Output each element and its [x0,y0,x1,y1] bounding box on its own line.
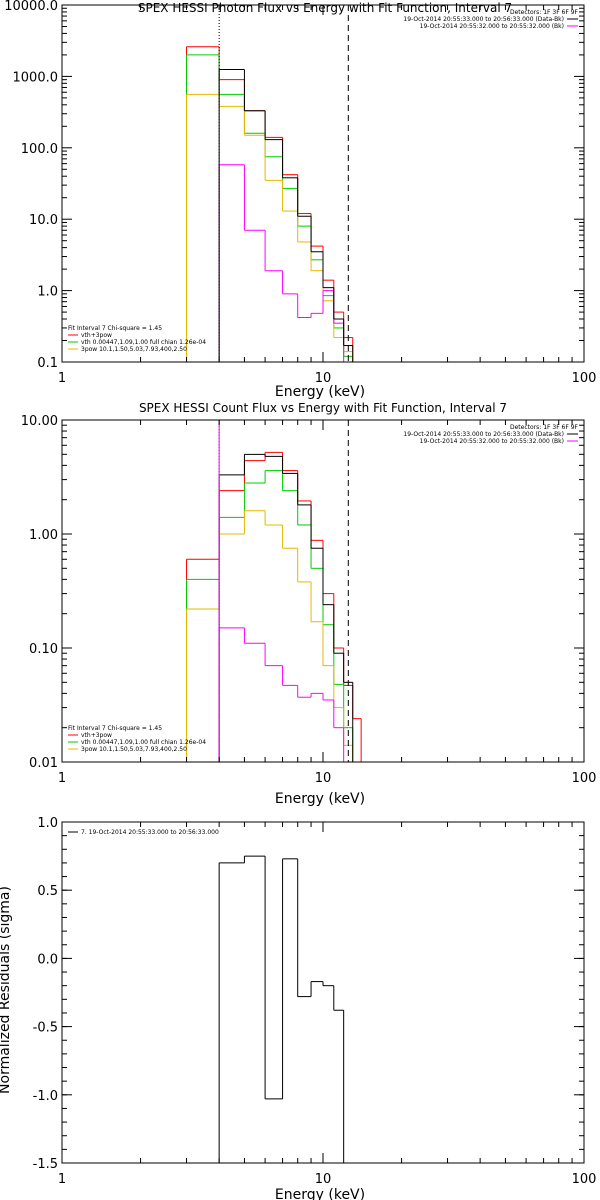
plot2-legend-label-0: vth+3pow [81,732,112,739]
plot2-ytick-label-1: 0.10 [29,642,58,657]
plot1-legend2-label-1: 19-Oct-2014 20:55:32.000 to 20:55:32.000… [420,23,564,30]
plot3-axes-frame [61,821,585,1164]
plot2-legend-label-2: 3pow 10.1,1.50,5.03,7.93,400,2.50 [81,746,187,753]
plot3-ytick-label-2: -0.5 [33,1021,58,1036]
plot3-xlabel: Energy (keV) [275,1187,365,1200]
plot2-title: SPEX HESSI Count Flux vs Energy with Fit… [139,401,507,415]
plot2-legend-label-1: vth 0.00447,1.09,1.00 full chian 1.26e-0… [81,739,206,746]
plot3-legend-label-0: 7. 19-Oct-2014 20:55:33.000 to 20:56:33.… [81,829,219,836]
plot2-ytick-label-0: 0.01 [29,756,58,771]
plot2-legend2-label-1: 19-Oct-2014 20:55:32.000 to 20:55:32.000… [420,438,564,445]
plot2-legend2-header: Detectors: 1F 3F 6F 9F [510,424,579,431]
plot3-xtick-label-1: 10 [315,1172,332,1187]
plot1-legend2-header: Detectors: 1F 3F 6F 9F [510,9,579,16]
plot2-legend2-label-0: 19-Oct-2014 20:55:33.000 to 20:56:33.000… [403,431,564,438]
plot3-area: 1 10 100 -1.5 -1.0 -0.5 0.0 0.5 1.0 7. 19-Oct-201… [33,816,597,1187]
plot1-xtick-label-1: 10 [315,371,332,386]
plot3-xtick-label-0: 1 [58,1172,66,1187]
plot2-ytick-label-3: 10.00 [21,414,58,429]
plot3-ytick-label-3: 0.0 [37,952,58,967]
plot1-area: 1 10 100 0.1 1.0 10.0 100.0 1000.0 10000.0 Fit In… [4,0,596,386]
plot1-xtick-label-0: 1 [58,371,66,386]
plot3-ytick-label-0: -1.5 [33,1157,58,1172]
plot2-xtick-label-0: 1 [58,771,66,786]
plot3-ytick-label-5: 1.0 [37,816,58,831]
plot2-legend-header: Fit Interval 7 Chi-square = 1.45 [68,725,162,732]
plot1-ytick-label-1: 1.0 [37,285,58,300]
plot1-xlabel: Energy (keV) [275,384,365,400]
plot2-ytick-label-2: 1.00 [29,528,58,543]
plot1-ytick-label-0: 0.1 [37,356,58,371]
plot1-ytick-label-3: 100.0 [21,142,58,157]
plot1-legend-label-2: 3pow 10.1,1.50,5.03,7.93,400,2.50 [81,346,187,353]
plot1-title: SPEX HESSI Photon Flux vs Energy with Fi… [138,1,512,15]
plot2-xtick-label-2: 100 [572,771,597,786]
plot1-ytick-label-5: 10000.0 [4,0,58,14]
plot1-legend-label-0: vth+3pow [81,332,112,339]
plot3-ytick-label-4: 0.5 [37,884,58,899]
plot3-xtick-label-2: 100 [572,1172,597,1187]
plot1-ytick-label-2: 10.0 [29,213,58,228]
plot2-xtick-label-1: 10 [315,771,332,786]
plot1-legend-label-1: vth 0.00447,1.09,1.00 full chian 1.26e-0… [81,339,206,346]
plot3-ylabel: Normalized Residuals (sigma) [0,886,13,1094]
plot2-xlabel: Energy (keV) [275,791,365,807]
plot2-area: 1 10 100 0.01 0.10 1.00 10.00 Fit Interval 7 Ch… [21,414,597,786]
plot1-legend-header: Fit Interval 7 Chi-square = 1.45 [68,325,162,332]
plot3-ytick-label-1: -1.0 [33,1089,58,1104]
plot1-legend2-label-0: 19-Oct-2014 20:55:33.000 to 20:56:33.000… [403,16,564,23]
plot1-ytick-label-4: 1000.0 [13,70,59,85]
plot1-xtick-label-2: 100 [572,371,597,386]
